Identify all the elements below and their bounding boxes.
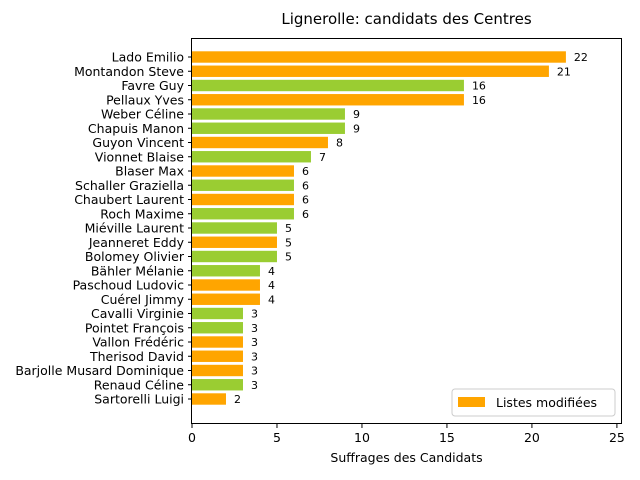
value-label: 16 — [472, 80, 486, 93]
value-label: 7 — [319, 151, 326, 164]
bar — [192, 265, 260, 277]
bar — [192, 236, 277, 248]
x-ticks: 0 5 10 15 20 25 — [188, 424, 625, 445]
bar — [192, 364, 243, 377]
bar — [192, 108, 345, 120]
plot-frame — [191, 38, 622, 424]
value-label: 9 — [353, 122, 360, 135]
y-tick-label: Cuérel Jimmy — [101, 292, 185, 307]
y-tick-label: Cavalli Virginie — [91, 306, 184, 321]
bar — [192, 179, 294, 191]
x-tick-label: 5 — [273, 430, 281, 445]
bar — [192, 79, 464, 92]
legend-box — [451, 388, 616, 417]
bar — [192, 51, 566, 63]
y-tick-label: Paschoud Ludovic — [73, 278, 185, 293]
y-tick-label: Jeanneret Eddy — [88, 235, 185, 250]
bar — [192, 379, 243, 391]
y-tick-label: Therisod David — [89, 349, 184, 364]
bar — [192, 250, 277, 263]
y-tick-label: Vallon Frédéric — [92, 335, 184, 350]
x-tick-label: 25 — [609, 430, 625, 445]
bar — [192, 136, 328, 149]
bar — [192, 393, 226, 405]
value-label: 4 — [268, 279, 275, 292]
value-label: 5 — [285, 236, 292, 249]
y-tick-label: Chapuis Manon — [88, 121, 184, 136]
y-tick-label: Vionnet Blaise — [95, 149, 185, 164]
y-tick-label: Barjolle Musard Dominique — [15, 363, 184, 378]
y-tick-label: Pointet François — [85, 320, 184, 335]
bar — [192, 151, 311, 163]
value-label: 3 — [251, 350, 258, 363]
y-tick-label: Renaud Céline — [94, 377, 185, 392]
x-tick-label: 0 — [188, 430, 196, 445]
x-tick-label: 20 — [524, 430, 540, 445]
value-label: 6 — [302, 194, 309, 207]
y-tick-label: Miéville Laurent — [85, 221, 184, 236]
bar — [192, 307, 243, 320]
y-tick-label: Sartorelli Luigi — [94, 392, 184, 407]
x-tick-label: 10 — [354, 430, 370, 445]
value-label: 6 — [302, 208, 309, 221]
value-label: 3 — [251, 379, 258, 392]
value-label: 4 — [268, 265, 275, 278]
value-label: 3 — [251, 336, 258, 349]
legend-swatch — [458, 397, 485, 407]
y-tick-label: Bolomey Olivier — [85, 249, 185, 264]
bar — [192, 279, 260, 291]
y-tick-label: Roch Maxime — [100, 206, 184, 221]
y-tick-label: Guyon Vincent — [92, 135, 184, 150]
bar — [192, 193, 294, 206]
bar — [192, 122, 345, 134]
value-label: 3 — [251, 365, 258, 378]
y-tick-label: Blaser Max — [115, 164, 184, 179]
bar — [192, 222, 277, 234]
y-tick-label: Bähler Mélanie — [91, 263, 184, 278]
legend: Listes modifiées — [451, 388, 616, 417]
value-label: 2 — [234, 393, 241, 406]
value-label: 5 — [285, 251, 292, 264]
y-tick-label: Chaubert Laurent — [74, 192, 184, 207]
value-label: 6 — [302, 179, 309, 192]
value-label: 4 — [268, 293, 275, 306]
y-tick-label: Schaller Graziella — [75, 178, 184, 193]
bars-group — [192, 51, 566, 405]
bar — [192, 208, 294, 220]
y-tick-label: Weber Céline — [101, 107, 184, 122]
bar — [192, 322, 243, 334]
value-label: 9 — [353, 108, 360, 121]
bar — [192, 65, 549, 77]
x-axis-label: Suffrages des Candidats — [330, 450, 482, 465]
y-tick-label: Pellaux Yves — [106, 92, 184, 107]
value-label: 3 — [251, 308, 258, 321]
value-label: 22 — [574, 51, 588, 64]
value-label: 21 — [557, 65, 571, 78]
value-label: 3 — [251, 322, 258, 335]
value-label: 8 — [336, 137, 343, 150]
bar — [192, 336, 243, 348]
bar — [192, 293, 260, 305]
y-tick-label: Lado Emilio — [112, 50, 184, 65]
bar — [192, 350, 243, 362]
bar — [192, 94, 464, 106]
bar — [192, 165, 294, 177]
value-label: 5 — [285, 222, 292, 235]
value-label: 6 — [302, 165, 309, 178]
legend-label: Listes modifiées — [496, 395, 597, 410]
value-label: 16 — [472, 94, 486, 107]
x-tick-label: 15 — [439, 430, 455, 445]
y-tick-label: Montandon Steve — [74, 64, 184, 79]
y-tick-label: Favre Guy — [121, 78, 184, 93]
chart-title: Lignerolle: candidats des Centres — [281, 10, 531, 28]
